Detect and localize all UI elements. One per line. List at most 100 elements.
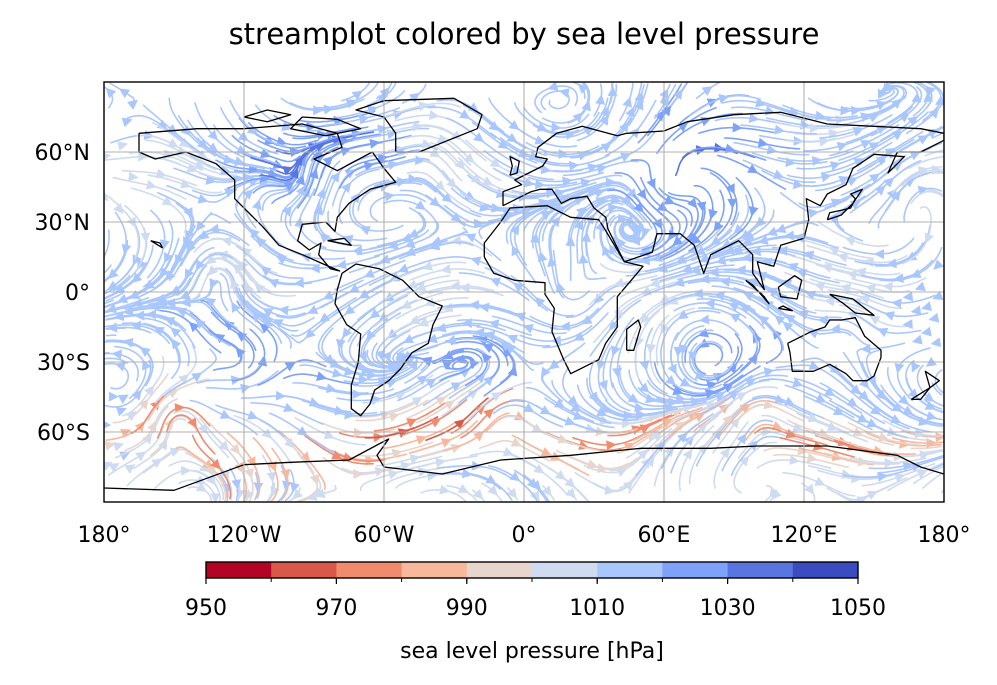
streamline-arrow xyxy=(351,90,363,101)
colorbar-segment xyxy=(466,562,533,578)
streamline-arrow xyxy=(682,448,693,460)
streamline xyxy=(105,292,124,302)
streamline-arrow xyxy=(775,223,787,234)
streamline-arrow xyxy=(844,236,857,246)
streamline xyxy=(104,299,115,305)
streamline-arrow xyxy=(605,177,616,188)
streamline-arrow xyxy=(296,426,308,436)
streamline-arrow xyxy=(488,319,500,330)
streamline-arrow xyxy=(319,232,331,244)
streamline-arrow xyxy=(928,312,940,323)
coastline xyxy=(483,205,644,375)
streamline-arrow xyxy=(375,350,386,362)
streamline-arrow xyxy=(745,377,757,388)
streamline-arrow xyxy=(540,210,552,221)
streamline-arrow xyxy=(840,283,852,294)
streamline-arrow xyxy=(677,432,688,443)
streamline-arrow xyxy=(693,412,706,422)
streamline-arrow xyxy=(205,175,217,185)
streamline-arrow xyxy=(771,420,783,431)
streamline-arrow xyxy=(145,179,157,190)
coastline xyxy=(138,123,397,272)
streamline-arrow xyxy=(107,268,119,279)
streamline-arrow xyxy=(178,137,190,148)
streamline-arrow xyxy=(784,314,796,324)
streamline-arrow xyxy=(890,98,902,109)
streamline-arrow xyxy=(866,418,878,428)
streamline-arrow xyxy=(619,121,629,133)
streamline-arrow xyxy=(547,82,559,91)
streamline-arrow xyxy=(210,458,221,470)
streamline-arrow xyxy=(782,321,794,332)
streamline-arrow xyxy=(743,230,755,240)
streamline xyxy=(903,455,944,467)
streamline-arrow xyxy=(342,327,353,339)
streamline-arrow xyxy=(868,173,880,184)
streamline-arrow xyxy=(692,288,704,299)
streamline-arrow xyxy=(485,474,497,485)
streamline-arrow xyxy=(117,141,129,151)
streamline-arrow xyxy=(280,468,291,480)
streamline-arrow xyxy=(763,367,775,377)
streamline-arrow xyxy=(344,409,355,420)
coastline xyxy=(355,97,483,153)
streamline-arrow xyxy=(305,328,316,339)
streamline-arrow xyxy=(513,411,526,421)
streamline-arrow xyxy=(443,400,455,410)
streamline-arrow xyxy=(121,243,132,255)
streamline-arrow xyxy=(184,268,195,280)
streamline-arrow xyxy=(555,281,566,293)
streamline xyxy=(929,463,944,472)
streamline-arrow xyxy=(748,205,759,217)
streamline-arrow xyxy=(701,86,713,96)
streamline-arrow xyxy=(911,92,922,103)
streamline-arrow xyxy=(824,386,836,397)
streamline-arrow xyxy=(914,281,926,292)
streamline-arrow xyxy=(522,324,534,334)
streamline-arrow xyxy=(223,320,235,331)
coastline xyxy=(104,438,944,491)
streamline-arrow xyxy=(630,235,641,246)
streamline-arrow xyxy=(581,314,593,325)
streamline-arrow xyxy=(651,431,663,442)
streamline-arrow xyxy=(783,230,795,241)
streamline-arrow xyxy=(219,409,231,419)
streamline-arrow xyxy=(450,212,462,222)
streamline-arrow xyxy=(187,417,197,429)
streamline-arrow xyxy=(859,294,871,305)
streamline-arrow xyxy=(429,147,441,158)
streamline-arrow xyxy=(490,392,503,402)
streamline-arrow xyxy=(593,293,605,305)
colorbar-tick-label: 1030 xyxy=(700,596,756,621)
streamline-arrow xyxy=(143,279,155,290)
streamline-arrow xyxy=(838,175,850,186)
streamline-arrow xyxy=(387,469,399,480)
streamline-arrow xyxy=(610,194,622,205)
streamline-arrow xyxy=(351,129,362,140)
streamline xyxy=(104,357,129,364)
streamline-arrow xyxy=(197,138,208,149)
streamline-arrow xyxy=(377,153,389,164)
streamline-arrow xyxy=(483,408,495,419)
streamline xyxy=(105,340,145,352)
streamline xyxy=(104,362,130,390)
streamline-arrow xyxy=(417,317,430,327)
streamline-arrow xyxy=(551,122,562,133)
streamline-arrow xyxy=(545,188,557,199)
gridlines xyxy=(104,82,944,502)
streamline-arrow xyxy=(430,236,443,246)
streamline-arrow xyxy=(704,298,715,309)
streamline-arrow xyxy=(473,132,485,143)
streamline-arrow xyxy=(114,361,126,372)
streamline-arrow xyxy=(166,124,178,135)
streamline-arrow xyxy=(807,412,819,423)
streamline-arrow xyxy=(891,298,902,309)
streamline-arrow xyxy=(136,258,147,270)
streamline-arrow xyxy=(928,108,940,119)
streamline xyxy=(934,369,944,394)
streamline-arrow xyxy=(454,158,466,170)
streamline-arrow xyxy=(131,272,143,284)
streamline-arrow xyxy=(511,245,521,257)
streamline-arrow xyxy=(244,282,254,295)
streamline-arrow xyxy=(502,210,514,220)
